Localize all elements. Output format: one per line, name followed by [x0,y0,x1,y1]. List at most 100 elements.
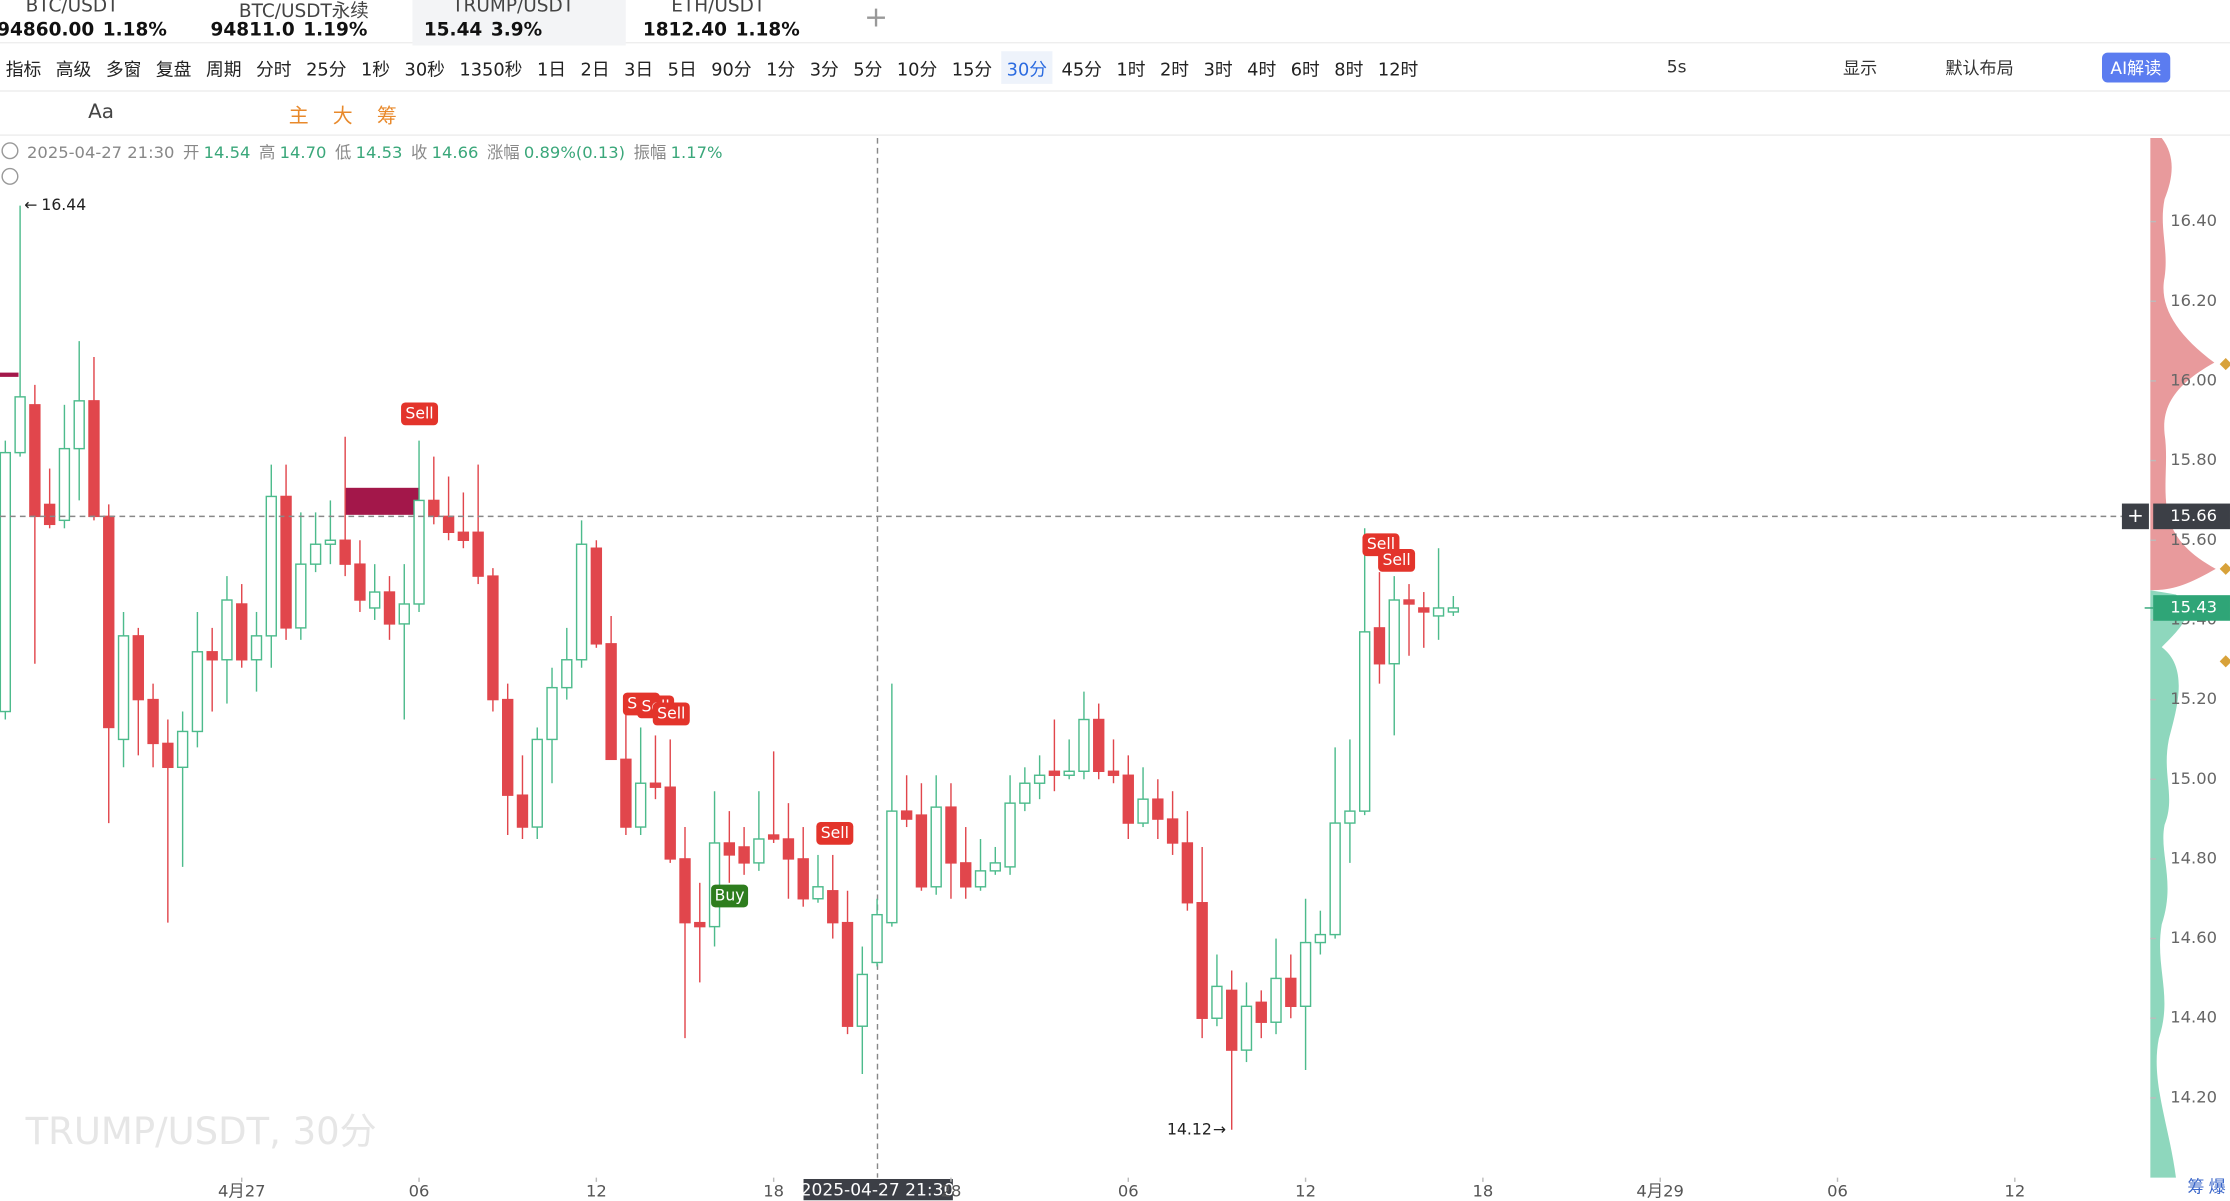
signal-badge [652,702,690,726]
toolbar-right: 5s 显示 默认布局 AI解读 [1667,51,2170,82]
period-button[interactable]: 1时 [1116,57,1146,79]
candle-body [1285,977,1297,1008]
period-button[interactable]: 1分 [766,57,796,79]
candle-body [871,913,883,964]
volume-profile-buy [2150,590,2187,1178]
period-button[interactable]: 分时 [256,57,292,79]
candle-body [1078,718,1090,772]
toolbar-button[interactable]: AI解读 [2101,51,2170,82]
period-button[interactable]: 3分 [809,57,839,79]
tab[interactable]: BTC/USDT 94860.00 1.18% [0,0,171,46]
period-button[interactable]: 3时 [1203,57,1233,79]
tab[interactable]: ETH/USDT 1812.40 1.18% [631,0,830,46]
candle-body [413,499,425,605]
info-key: 低 [334,142,352,163]
x-tick-label: 06 [1827,1181,1848,1200]
candle-body [132,635,144,701]
toolbar-button[interactable]: 默认布局 [1945,57,2014,78]
period-button[interactable]: 复盘 [155,57,192,79]
y-tick-label: 14.80 [2170,848,2217,867]
period-button[interactable]: 3日 [624,57,654,79]
candle-body [974,870,987,888]
candle-body [1196,902,1208,1019]
candle-body [206,651,218,661]
candle-body [1166,818,1179,844]
candle-body [516,794,529,828]
period-button[interactable]: 1350秒 [459,57,523,79]
period-button[interactable]: 90分 [711,57,752,79]
period-button[interactable]: 5分 [853,57,883,79]
period-button[interactable]: 周期 [205,57,242,79]
candle-body [827,890,839,924]
signal-badge [401,402,439,426]
tab-change: 3.9% [490,19,543,42]
candle-body [14,396,26,454]
drawing-tool[interactable]: 大 [332,105,353,128]
candle-body [295,563,307,629]
period-button[interactable]: 1秒 [360,57,391,79]
candle-body [1004,802,1016,868]
candle-body [43,503,56,526]
period-button[interactable]: 30秒 [404,57,445,79]
candle-body [1255,1001,1267,1023]
crosshair-price-box [2153,503,2230,530]
signal-label: Sell [821,823,849,842]
tab-name: BTC/USDT [25,0,119,18]
tab[interactable]: BTC/USDT永续 94811.0 1.19% [199,0,398,46]
marker [2219,655,2230,668]
period-button[interactable]: 25分 [306,57,347,79]
period-button[interactable]: 12时 [1377,57,1419,79]
candle-body [428,499,440,518]
candle-body [1063,770,1075,776]
candle-body [1403,599,1415,605]
candle-body [502,698,514,796]
expand-icon[interactable] [1,167,19,185]
period-button[interactable]: 30分 [1000,50,1053,84]
candle-body [383,591,396,625]
signal-label: Buy [715,885,745,904]
candle-body [147,698,159,745]
period-button[interactable]: 高级 [55,57,92,79]
period-button[interactable]: 1日 [536,57,567,79]
collapse-icon[interactable] [1,142,19,160]
candle-body [73,400,85,450]
period-button[interactable]: 4时 [1247,57,1277,79]
corner-label[interactable]: 爆 [2209,1178,2226,1198]
period-button[interactable]: 5日 [667,57,697,79]
candle-body [679,858,691,924]
candle-body [354,563,366,601]
x-tick-label: 4月27 [218,1181,266,1200]
corner-label[interactable]: 筹 [2187,1178,2204,1198]
drawing-tool[interactable]: 筹 [376,105,397,128]
marker [2219,562,2230,575]
candle-body [162,742,174,769]
y-tick-label: 14.20 [2170,1087,2217,1106]
candle-body [369,591,381,609]
period-button[interactable]: 15分 [951,57,993,79]
period-button[interactable]: 指标 [5,57,42,79]
period-button[interactable]: 2日 [580,57,610,79]
toolbar-button[interactable]: 5s [1666,56,1687,77]
info-value: 14.66 [431,142,479,163]
period-button[interactable]: 6时 [1290,57,1320,79]
period-button[interactable]: 45分 [1061,57,1102,79]
candle-body [1344,810,1356,824]
period-button[interactable]: 10分 [896,57,938,79]
candle-body [930,806,942,888]
candle-body [1122,774,1134,824]
candle-body [945,806,957,864]
period-button[interactable]: 8时 [1334,57,1364,79]
toolbar-button[interactable]: 显示 [1843,57,1878,78]
period-button[interactable]: 多窗 [105,57,142,79]
drawing-tool[interactable]: 主 [288,105,309,128]
tab[interactable]: TRUMP/USDT 15.44 3.9% [412,0,626,46]
tab-name: TRUMP/USDT [452,0,575,18]
candle-body [103,515,115,729]
add-tab[interactable]: + [864,0,888,33]
candle-body [782,838,795,860]
drawing-tool[interactable]: Aa [88,100,114,124]
y-tick-label: 14.40 [2170,1008,2217,1027]
signal-label: Sell [405,403,433,422]
period-button[interactable]: 2时 [1159,57,1190,79]
volume-profile-sell [2150,137,2216,591]
